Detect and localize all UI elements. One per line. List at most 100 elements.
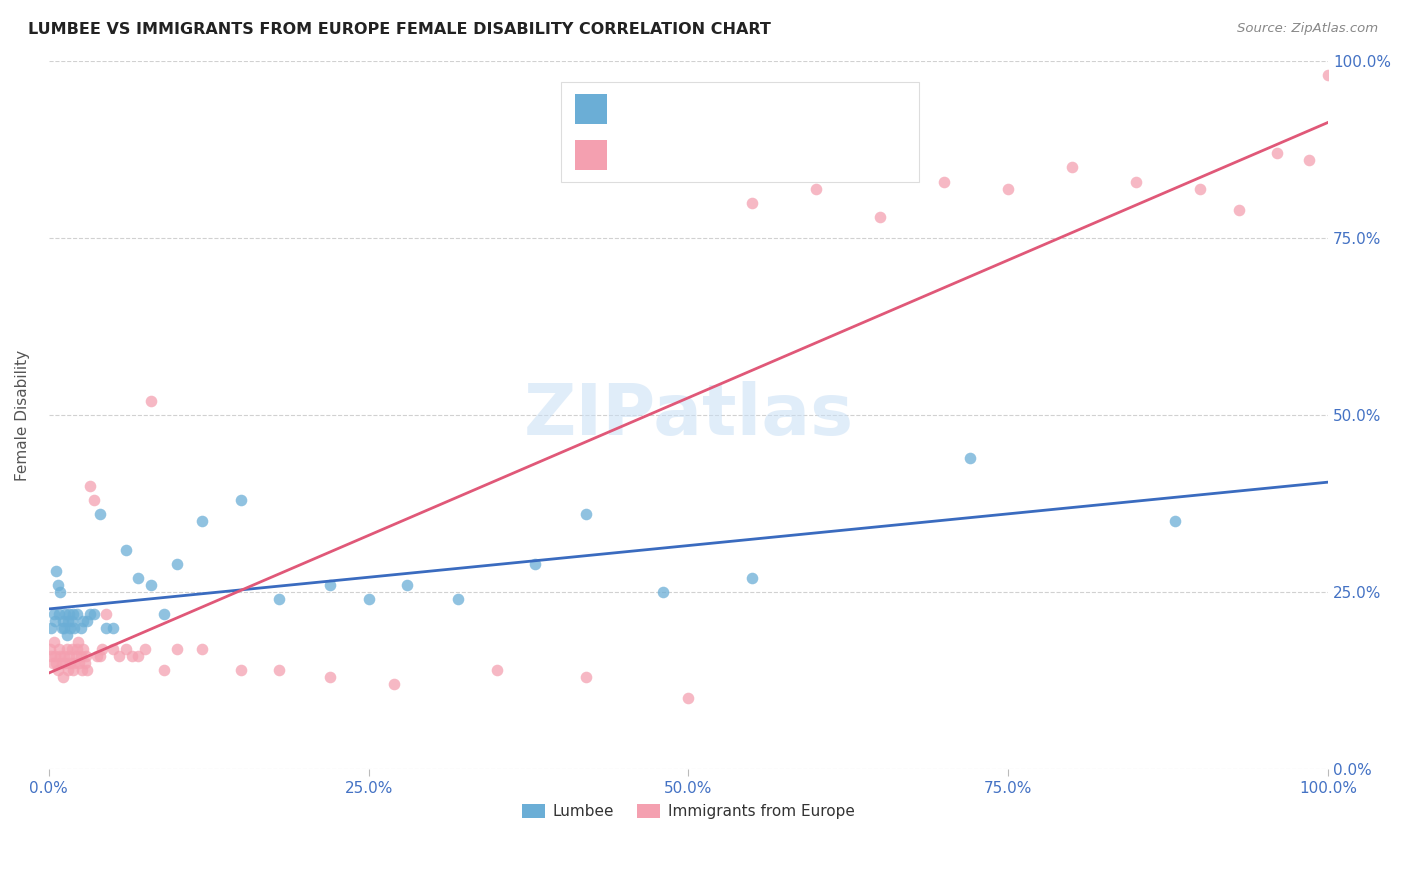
Point	[72, 641, 94, 656]
Point	[101, 641, 124, 656]
Point	[96, 607, 118, 621]
Point	[60, 641, 83, 656]
Point	[96, 621, 118, 635]
Point	[319, 578, 342, 592]
Point	[114, 542, 136, 557]
Point	[55, 628, 77, 642]
Point	[134, 641, 156, 656]
Point	[166, 641, 188, 656]
Point	[62, 607, 84, 621]
Point	[997, 181, 1019, 195]
Point	[139, 394, 162, 409]
Point	[42, 635, 65, 649]
Point	[575, 508, 598, 522]
Point	[72, 614, 94, 628]
Point	[55, 607, 77, 621]
Point	[447, 592, 470, 607]
Point	[48, 641, 70, 656]
Point	[45, 656, 67, 670]
Point	[48, 607, 70, 621]
Point	[67, 635, 90, 649]
Point	[89, 508, 111, 522]
Point	[59, 656, 82, 670]
Point	[678, 691, 700, 706]
Point	[267, 663, 290, 677]
Point	[76, 614, 98, 628]
Point	[101, 621, 124, 635]
Point	[53, 648, 76, 663]
Point	[65, 648, 87, 663]
Point	[60, 614, 83, 628]
Point	[1189, 181, 1212, 195]
Point	[51, 656, 73, 670]
Point	[59, 621, 82, 635]
Y-axis label: Female Disability: Female Disability	[15, 350, 30, 481]
Point	[651, 585, 673, 599]
Point	[1227, 202, 1250, 217]
Point	[39, 641, 62, 656]
Point	[44, 648, 66, 663]
Point	[229, 493, 252, 508]
Text: Source: ZipAtlas.com: Source: ZipAtlas.com	[1237, 22, 1378, 36]
Point	[166, 557, 188, 571]
Point	[319, 670, 342, 684]
Point	[69, 621, 91, 635]
Point	[869, 210, 891, 224]
Legend: Lumbee, Immigrants from Europe: Lumbee, Immigrants from Europe	[516, 798, 860, 825]
Point	[51, 621, 73, 635]
Point	[44, 614, 66, 628]
Point	[153, 663, 176, 677]
Point	[63, 621, 86, 635]
Point	[76, 663, 98, 677]
Point	[69, 656, 91, 670]
Point	[89, 648, 111, 663]
Point	[56, 614, 79, 628]
Point	[1265, 146, 1288, 161]
Point	[39, 621, 62, 635]
Point	[58, 648, 80, 663]
Point	[79, 479, 101, 493]
Point	[1125, 175, 1147, 189]
Point	[191, 641, 214, 656]
Point	[86, 648, 108, 663]
Point	[45, 564, 67, 578]
Point	[46, 663, 69, 677]
Point	[66, 607, 89, 621]
Point	[70, 663, 93, 677]
Point	[63, 656, 86, 670]
Point	[127, 648, 149, 663]
Point	[1298, 153, 1320, 168]
Point	[191, 515, 214, 529]
Point	[58, 607, 80, 621]
Point	[55, 656, 77, 670]
Point	[153, 607, 176, 621]
Point	[741, 571, 763, 585]
Point	[52, 614, 75, 628]
Point	[267, 592, 290, 607]
Point	[121, 648, 143, 663]
Point	[49, 648, 72, 663]
Point	[523, 557, 546, 571]
Point	[62, 663, 84, 677]
Point	[73, 656, 96, 670]
Point	[79, 607, 101, 621]
Point	[42, 607, 65, 621]
Point	[114, 641, 136, 656]
Point	[395, 578, 418, 592]
Point	[806, 181, 828, 195]
Point	[75, 648, 97, 663]
Point	[52, 670, 75, 684]
Point	[741, 195, 763, 210]
Point	[69, 648, 91, 663]
Point	[357, 592, 380, 607]
Point	[1062, 161, 1084, 175]
Point	[485, 663, 508, 677]
Point	[49, 585, 72, 599]
Point	[41, 656, 63, 670]
Point	[91, 641, 114, 656]
Point	[229, 663, 252, 677]
Point	[39, 648, 62, 663]
Point	[66, 641, 89, 656]
Point	[934, 175, 956, 189]
Text: LUMBEE VS IMMIGRANTS FROM EUROPE FEMALE DISABILITY CORRELATION CHART: LUMBEE VS IMMIGRANTS FROM EUROPE FEMALE …	[28, 22, 770, 37]
